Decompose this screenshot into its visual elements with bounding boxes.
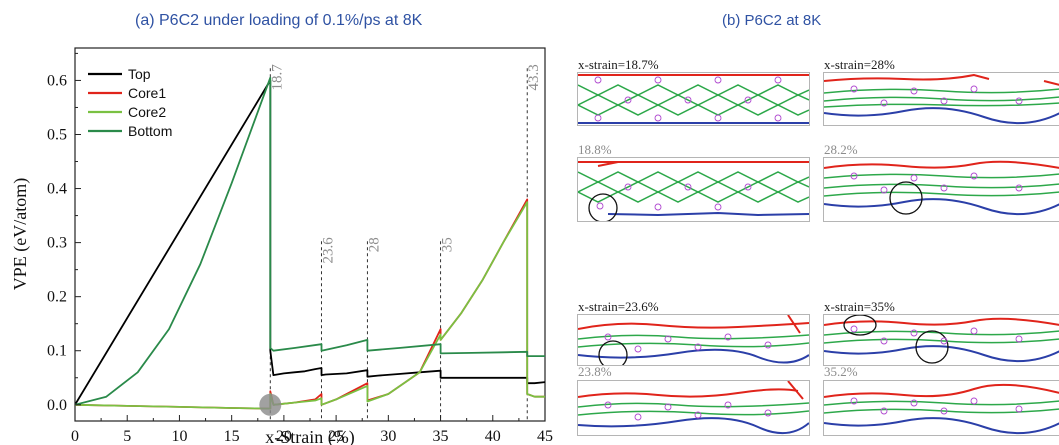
snapshot-image [823, 314, 1059, 366]
x-tick-label: 45 [537, 428, 553, 445]
snapshot-label: 28.2% [824, 142, 858, 157]
event-label: 18.7 [269, 64, 285, 91]
snapshot-label: x-strain=35% [824, 299, 895, 314]
snapshot-label: x-strain=18.7% [578, 57, 659, 72]
snapshot-image [823, 380, 1059, 436]
event-label: 23.6 [320, 237, 336, 264]
x-tick-label: 10 [171, 428, 187, 445]
snapshot-image [823, 72, 1059, 126]
snapshot-image [577, 72, 810, 126]
snapshot-label: 23.8% [578, 364, 612, 379]
x-axis-label: x-Strain (%) [265, 427, 354, 445]
series-line-top [75, 79, 545, 406]
snapshot-image [577, 157, 810, 222]
y-tick-label: 0.2 [47, 289, 67, 306]
snapshot-image [577, 314, 810, 366]
x-tick-label: 15 [224, 428, 240, 445]
snapshot-image [577, 380, 810, 436]
y-tick-label: 0.4 [47, 181, 67, 198]
legend-label: Core2 [128, 104, 166, 120]
snapshot-image [823, 157, 1059, 222]
x-tick-label: 35 [433, 428, 449, 445]
snapshot-label: x-strain=28% [824, 57, 895, 72]
x-tick-label: 30 [380, 428, 396, 445]
legend-label: Top [128, 66, 151, 82]
x-tick-label: 5 [123, 428, 131, 445]
snapshot-label: 18.8% [578, 142, 612, 157]
y-tick-label: 0.1 [47, 343, 67, 360]
event-label: 35 [440, 237, 456, 252]
event-label: 28 [366, 237, 382, 252]
legend-label: Core1 [128, 85, 166, 101]
snapshot-label: x-strain=23.6% [578, 299, 659, 314]
y-tick-label: 0.3 [47, 235, 67, 252]
y-tick-label: 0.0 [47, 397, 67, 414]
y-tick-label: 0.6 [47, 72, 67, 89]
event-label: 43.3 [526, 64, 542, 90]
x-tick-label: 25 [328, 428, 344, 445]
chart-legend: Top Core1 Core2 Bottom [88, 66, 172, 139]
vpe-strain-chart: 18.7 23.6 28 35 43.3 0 5 10 15 20 25 30 35 40 45 0.0 0… [10, 47, 553, 445]
panel-b-title: (b) P6C2 at 8K [722, 12, 822, 29]
x-tick-label: 40 [485, 428, 501, 445]
series-line-bottom [75, 76, 545, 406]
chart-title: (a) P6C2 under loading of 0.1%/ps at 8K [135, 12, 423, 29]
legend-label: Bottom [128, 123, 172, 139]
y-axis-label: VPE (eV/atom) [10, 178, 31, 290]
snapshot-label: 35.2% [824, 364, 858, 379]
highlight-marker [259, 393, 282, 416]
x-tick-label: 20 [276, 428, 292, 445]
y-tick-label: 0.5 [47, 126, 67, 143]
x-tick-label: 0 [71, 428, 79, 445]
